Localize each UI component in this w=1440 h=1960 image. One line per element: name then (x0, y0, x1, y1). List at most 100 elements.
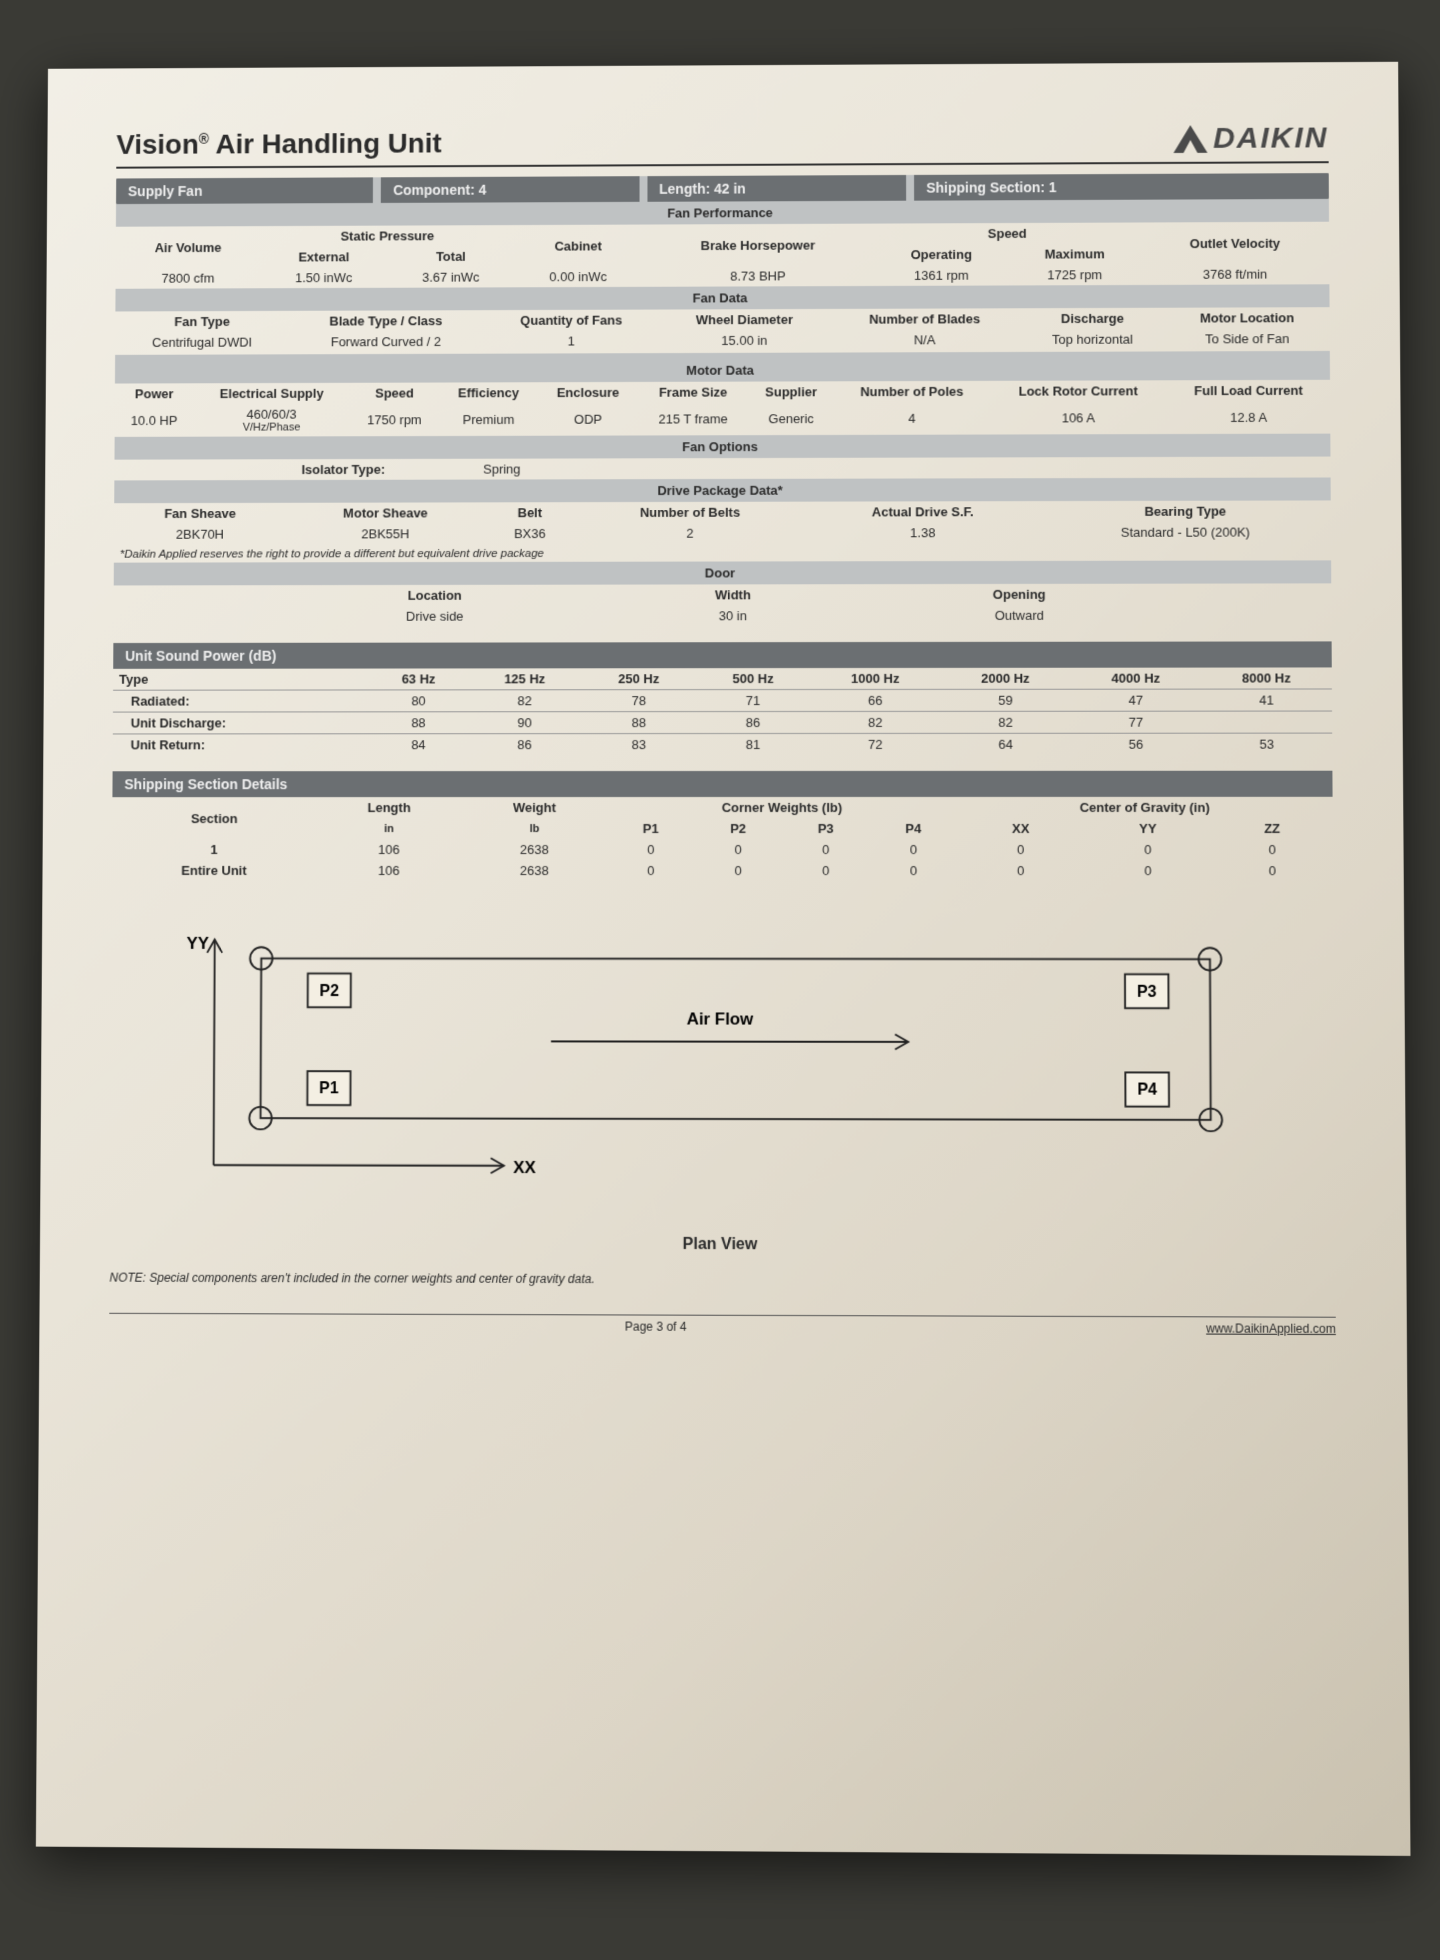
val-cabinet: 0.00 inWc (514, 266, 641, 287)
fan-options-heading: Fan Options (114, 434, 1330, 460)
drive-package-table: Fan Sheave Motor Sheave Belt Number of B… (114, 500, 1331, 544)
val-door-opening: Outward (855, 605, 1185, 626)
table-cell: 0 (1084, 860, 1211, 881)
hdr-num-belts: Number of Belts (575, 502, 806, 523)
table-cell: 0 (870, 860, 958, 881)
table-cell: 84 (369, 734, 467, 756)
table-cell: 82 (810, 711, 940, 733)
val-flc: 12.8 A (1167, 401, 1330, 434)
drive-footnote: *Daikin Applied reserves the right to pr… (120, 546, 1331, 560)
hdr-sf: Actual Drive S.F. (806, 501, 1041, 522)
val-air-volume: 7800 cfm (116, 268, 261, 289)
hdr-flc: Full Load Current (1167, 380, 1330, 401)
sound-hdr: 4000 Hz (1071, 668, 1202, 690)
sound-title: Unit Sound Power (dB) (113, 641, 1332, 668)
table-cell: 106 (316, 839, 462, 860)
val-total: 3.67 inWc (387, 267, 514, 288)
table-cell: 106 (316, 860, 462, 881)
table-cell (1201, 711, 1332, 733)
component-label: Component: 4 (381, 176, 647, 203)
hdr-bearing: Bearing Type (1040, 500, 1331, 522)
drive-package-heading: Drive Package Data* (114, 477, 1331, 503)
table-cell: 0 (1212, 860, 1333, 881)
hdr-length-unit: in (316, 818, 462, 839)
hdr-p4: P4 (869, 818, 957, 839)
sound-hdr: 63 Hz (369, 668, 467, 690)
val-brake-hp: 8.73 BHP (642, 265, 874, 287)
hdr-weight-unit: lb (462, 818, 607, 839)
fan-options-table: Isolator Type: Spring (114, 457, 1330, 481)
supply-fan-label: Supply Fan (116, 177, 381, 204)
hdr-blades: Number of Blades (829, 308, 1020, 329)
hdr-enclosure: Enclosure (538, 382, 639, 403)
table-cell: 72 (810, 733, 940, 755)
val-elec-sub: V/Hz/Phase (199, 421, 343, 433)
hdr-weight: Weight (462, 797, 607, 818)
table-cell: 83 (582, 734, 696, 756)
p1-label: P1 (319, 1081, 339, 1098)
hdr-outlet-velocity: Outlet Velocity (1141, 222, 1330, 264)
sound-hdr: 125 Hz (468, 668, 582, 690)
table-cell: 2638 (462, 839, 607, 860)
val-outlet-velocity: 3768 ft/min (1141, 263, 1330, 285)
val-elec: 460/60/3 (199, 407, 343, 422)
fan-performance-table: Air Volume Static Pressure Cabinet Brake… (116, 222, 1330, 289)
table-cell: 0 (870, 839, 958, 860)
hdr-cog: Center of Gravity (in) (957, 797, 1333, 818)
shipping-table: Section Length Weight Corner Weights (lb… (112, 797, 1333, 881)
table-cell: 86 (696, 711, 810, 733)
table-cell: 0 (957, 839, 1084, 860)
table-cell: 86 (468, 734, 582, 756)
hdr-section: Section (112, 797, 316, 839)
val-eff: Premium (439, 403, 538, 436)
val-sf: 1.38 (806, 522, 1041, 543)
sound-hdr: 1000 Hz (810, 668, 940, 690)
hdr-yy: YY (1084, 818, 1211, 839)
hdr-zz: ZZ (1211, 818, 1332, 839)
table-row: Unit Discharge:88908886828277 (113, 711, 1332, 734)
page-sheet: Vision® Air Handling Unit DAIKIN Supply … (36, 62, 1411, 1856)
sound-hdr: 8000 Hz (1201, 667, 1332, 689)
yy-label: YY (187, 934, 209, 953)
hdr-motor-sheave: Motor Sheave (286, 502, 485, 523)
p3-label: P3 (1137, 984, 1157, 1001)
hdr-qty: Quantity of Fans (483, 310, 660, 331)
hdr-p2: P2 (694, 818, 781, 839)
hdr-poles: Number of Poles (834, 381, 990, 402)
val-maximum: 1725 rpm (1009, 264, 1141, 285)
motor-data-table: Power Electrical Supply Speed Efficiency… (115, 380, 1331, 437)
hdr-supplier: Supplier (748, 381, 834, 402)
val-poles: 4 (834, 402, 990, 435)
table-cell: 0 (1212, 839, 1333, 860)
plan-view-svg: YY XX P2 P1 P3 P4 Air Flow (110, 921, 1335, 1225)
table-cell: 90 (468, 712, 582, 734)
p4-label: P4 (1137, 1082, 1157, 1099)
hdr-belt: Belt (485, 502, 575, 523)
val-operating: 1361 rpm (874, 265, 1009, 286)
table-cell: 82 (468, 690, 582, 712)
val-external: 1.50 inWc (260, 267, 387, 288)
hdr-fan-type: Fan Type (115, 311, 289, 332)
plan-view-caption: Plan View (110, 1234, 1336, 1255)
door-table: Location Width Opening Drive side 30 in … (113, 583, 1331, 627)
table-cell: 0 (694, 839, 782, 860)
table-cell: 0 (782, 860, 870, 881)
table-cell: 47 (1071, 689, 1202, 711)
val-door-width: 30 in (611, 605, 854, 626)
hdr-total: Total (387, 246, 514, 267)
hdr-speed: Speed (350, 383, 440, 404)
val-fan-sheave: 2BK70H (114, 524, 286, 545)
sound-hdr: 500 Hz (696, 668, 810, 690)
table-cell: 56 (1071, 733, 1202, 755)
sound-hdr: Type (113, 669, 369, 691)
table-cell: 81 (696, 733, 810, 755)
hdr-length: Length (316, 797, 462, 818)
brand-text: DAIKIN (1213, 122, 1329, 156)
val-bearing: Standard - L50 (200K) (1040, 521, 1331, 543)
val-supplier: Generic (748, 402, 834, 435)
val-wheel: 15.00 in (660, 330, 829, 351)
isolator-label: Isolator Type: (296, 459, 478, 480)
val-lrc: 106 A (990, 401, 1167, 434)
hdr-wheel: Wheel Diameter (660, 309, 829, 330)
hdr-blade: Blade Type / Class (289, 310, 483, 331)
